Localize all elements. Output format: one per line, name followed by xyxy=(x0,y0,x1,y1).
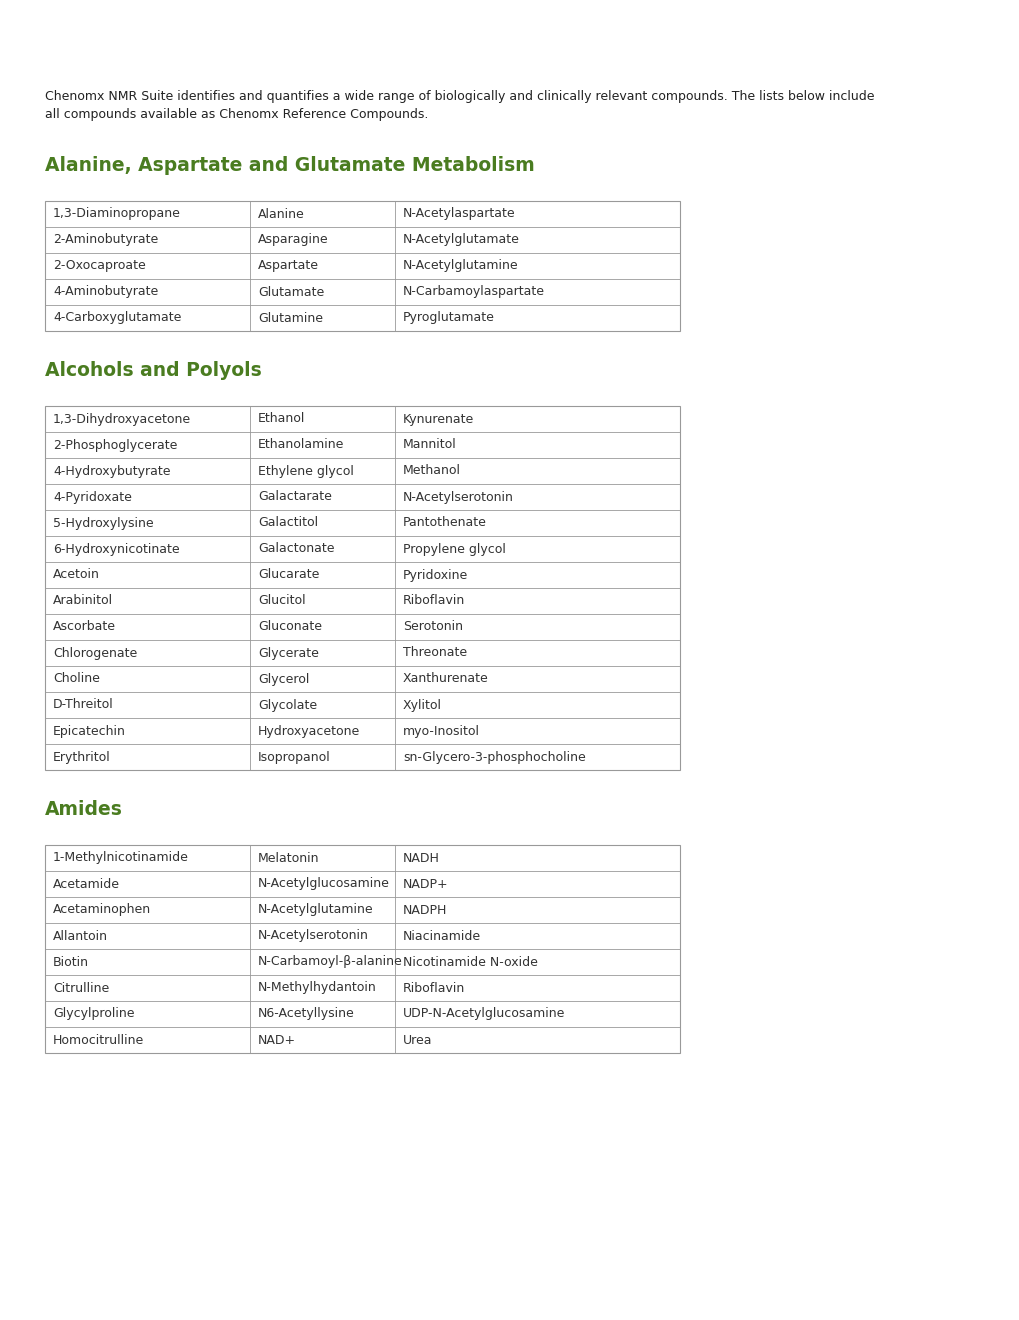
Text: Glycerol: Glycerol xyxy=(258,672,309,685)
Text: myo-Inositol: myo-Inositol xyxy=(403,725,480,738)
Bar xyxy=(45,201,680,331)
Text: Melatonin: Melatonin xyxy=(258,851,319,865)
Text: Galactonate: Galactonate xyxy=(258,543,334,556)
Text: Erythritol: Erythritol xyxy=(53,751,111,763)
Text: Pyroglutamate: Pyroglutamate xyxy=(403,312,494,325)
Text: 4-Pyridoxate: 4-Pyridoxate xyxy=(53,491,131,503)
Text: Acetoin: Acetoin xyxy=(53,569,100,582)
Text: N-Carbamoylaspartate: N-Carbamoylaspartate xyxy=(403,285,544,298)
Text: Niacinamide: Niacinamide xyxy=(403,929,481,942)
Text: Arabinitol: Arabinitol xyxy=(53,594,113,607)
Text: Aspartate: Aspartate xyxy=(258,260,319,272)
Text: NADPH: NADPH xyxy=(403,903,447,916)
Text: Glucitol: Glucitol xyxy=(258,594,306,607)
Text: Ethanol: Ethanol xyxy=(258,412,305,425)
Text: Alanine: Alanine xyxy=(258,207,305,220)
Text: Urea: Urea xyxy=(403,1034,432,1047)
Text: N-Carbamoyl-β-alanine: N-Carbamoyl-β-alanine xyxy=(258,956,403,969)
Text: Pyridoxine: Pyridoxine xyxy=(403,569,468,582)
Text: Glucarate: Glucarate xyxy=(258,569,319,582)
Text: Kynurenate: Kynurenate xyxy=(403,412,474,425)
Text: N-Acetylserotonin: N-Acetylserotonin xyxy=(403,491,514,503)
Text: 1,3-Dihydroxyacetone: 1,3-Dihydroxyacetone xyxy=(53,412,191,425)
Text: NAD+: NAD+ xyxy=(258,1034,296,1047)
Text: N-Methylhydantoin: N-Methylhydantoin xyxy=(258,982,376,994)
Text: Alanine, Aspartate and Glutamate Metabolism: Alanine, Aspartate and Glutamate Metabol… xyxy=(45,156,534,176)
Text: N-Acetylglucosamine: N-Acetylglucosamine xyxy=(258,878,389,891)
Text: 1-Methylnicotinamide: 1-Methylnicotinamide xyxy=(53,851,189,865)
Text: Galactarate: Galactarate xyxy=(258,491,331,503)
Text: Chenomx NMR Suite identifies and quantifies a wide range of biologically and cli: Chenomx NMR Suite identifies and quantif… xyxy=(45,90,873,103)
Text: Asparagine: Asparagine xyxy=(258,234,328,247)
Bar xyxy=(45,845,680,1053)
Text: 4-Carboxyglutamate: 4-Carboxyglutamate xyxy=(53,312,181,325)
Text: Citrulline: Citrulline xyxy=(53,982,109,994)
Text: Threonate: Threonate xyxy=(403,647,467,660)
Text: Acetamide: Acetamide xyxy=(53,878,120,891)
Text: Glutamate: Glutamate xyxy=(258,285,324,298)
Text: Nicotinamide N-oxide: Nicotinamide N-oxide xyxy=(403,956,537,969)
Text: Allantoin: Allantoin xyxy=(53,929,108,942)
Text: all compounds available as Chenomx Reference Compounds.: all compounds available as Chenomx Refer… xyxy=(45,108,428,121)
Text: N-Acetylglutamine: N-Acetylglutamine xyxy=(258,903,373,916)
Text: Mannitol: Mannitol xyxy=(403,438,457,451)
Text: Glycerate: Glycerate xyxy=(258,647,319,660)
Text: sn-Glycero-3-phosphocholine: sn-Glycero-3-phosphocholine xyxy=(403,751,585,763)
Text: Glycolate: Glycolate xyxy=(258,698,317,711)
Text: N-Acetylaspartate: N-Acetylaspartate xyxy=(403,207,516,220)
Text: D-Threitol: D-Threitol xyxy=(53,698,114,711)
Text: 2-Oxocaproate: 2-Oxocaproate xyxy=(53,260,146,272)
Text: UDP-N-Acetylglucosamine: UDP-N-Acetylglucosamine xyxy=(403,1007,565,1020)
Text: NADH: NADH xyxy=(403,851,439,865)
Text: 4-Aminobutyrate: 4-Aminobutyrate xyxy=(53,285,158,298)
Text: Xanthurenate: Xanthurenate xyxy=(403,672,488,685)
Text: Acetaminophen: Acetaminophen xyxy=(53,903,151,916)
Text: Ethylene glycol: Ethylene glycol xyxy=(258,465,354,478)
Text: N6-Acetyllysine: N6-Acetyllysine xyxy=(258,1007,355,1020)
Text: Serotonin: Serotonin xyxy=(403,620,463,634)
Text: Methanol: Methanol xyxy=(403,465,461,478)
Text: Epicatechin: Epicatechin xyxy=(53,725,125,738)
Text: 4-Hydroxybutyrate: 4-Hydroxybutyrate xyxy=(53,465,170,478)
Text: Glycylproline: Glycylproline xyxy=(53,1007,135,1020)
Text: NADP+: NADP+ xyxy=(403,878,448,891)
Text: Choline: Choline xyxy=(53,672,100,685)
Text: Isopropanol: Isopropanol xyxy=(258,751,330,763)
Text: Pantothenate: Pantothenate xyxy=(403,516,486,529)
Text: N-Acetylglutamine: N-Acetylglutamine xyxy=(403,260,518,272)
Text: Gluconate: Gluconate xyxy=(258,620,322,634)
Text: Alcohols and Polyols: Alcohols and Polyols xyxy=(45,360,262,380)
Text: Hydroxyacetone: Hydroxyacetone xyxy=(258,725,360,738)
Text: Glutamine: Glutamine xyxy=(258,312,323,325)
Text: Galactitol: Galactitol xyxy=(258,516,318,529)
Text: Chlorogenate: Chlorogenate xyxy=(53,647,138,660)
Text: Biotin: Biotin xyxy=(53,956,89,969)
Text: Xylitol: Xylitol xyxy=(403,698,441,711)
Text: 2-Aminobutyrate: 2-Aminobutyrate xyxy=(53,234,158,247)
Text: 2-Phosphoglycerate: 2-Phosphoglycerate xyxy=(53,438,177,451)
Text: Ascorbate: Ascorbate xyxy=(53,620,116,634)
Bar xyxy=(45,407,680,770)
Text: Propylene glycol: Propylene glycol xyxy=(403,543,505,556)
Text: Amides: Amides xyxy=(45,800,122,818)
Text: N-Acetylglutamate: N-Acetylglutamate xyxy=(403,234,520,247)
Text: Ethanolamine: Ethanolamine xyxy=(258,438,344,451)
Text: Homocitrulline: Homocitrulline xyxy=(53,1034,144,1047)
Text: 5-Hydroxylysine: 5-Hydroxylysine xyxy=(53,516,154,529)
Text: Riboflavin: Riboflavin xyxy=(403,594,465,607)
Text: 1,3-Diaminopropane: 1,3-Diaminopropane xyxy=(53,207,180,220)
Text: Riboflavin: Riboflavin xyxy=(403,982,465,994)
Text: 6-Hydroxynicotinate: 6-Hydroxynicotinate xyxy=(53,543,179,556)
Text: N-Acetylserotonin: N-Acetylserotonin xyxy=(258,929,369,942)
